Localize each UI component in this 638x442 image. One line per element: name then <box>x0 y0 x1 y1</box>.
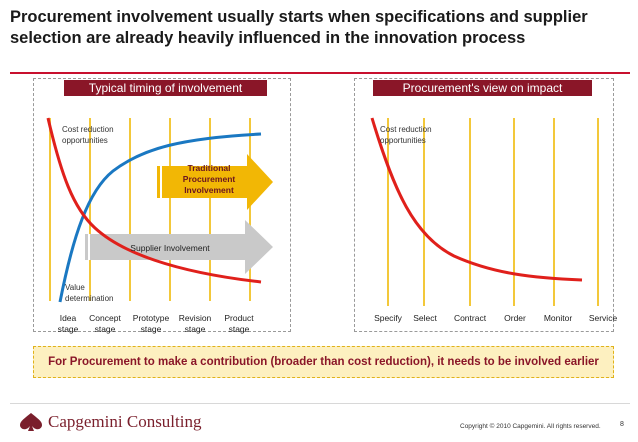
stage-select: Select <box>413 313 437 323</box>
copyright-text: Copyright © 2010 Capgemini. All rights r… <box>460 423 601 430</box>
stage-order: Order <box>504 313 526 323</box>
impact-panel <box>354 78 614 332</box>
footer-rule <box>10 403 630 404</box>
timing-panel <box>33 78 291 332</box>
logo-text: Capgemini Consulting <box>48 412 202 431</box>
stage-concept: Concept stage <box>89 313 121 334</box>
traditional-involvement-arrow <box>155 154 273 210</box>
stage-monitor: Monitor <box>543 313 573 323</box>
cost-reduction-curve <box>370 117 583 282</box>
capgemini-logo: Capgemini Consulting <box>18 410 201 434</box>
conclusion-banner: For Procurement to make a contribution (… <box>33 346 614 378</box>
stage-service: Service <box>588 313 618 323</box>
traditional-involvement-label: Traditional Procurement Involvement <box>182 163 236 195</box>
supplier-involvement-label: Supplier Involvement <box>130 243 210 253</box>
timing-chart <box>46 117 273 303</box>
stage-revision: Revision stage <box>178 313 212 334</box>
value-determination-label: Value determination <box>65 283 114 303</box>
stage-product: Product stage <box>224 313 254 334</box>
page-number: 8 <box>620 421 624 428</box>
stage-prototype: Prototype stage <box>132 313 170 334</box>
cost-reduction-label-right: Cost reduction opportunities <box>380 125 432 145</box>
value-determination-curve <box>58 132 262 303</box>
title-rule <box>10 72 630 74</box>
impact-panel-header: Procurement's view on impact <box>373 80 592 96</box>
timing-panel-header: Typical timing of involvement <box>64 80 267 96</box>
spade-icon <box>20 413 42 431</box>
stage-idea: Idea stage <box>57 313 79 334</box>
cost-reduction-label: Cost reduction opportunities <box>62 125 114 145</box>
slide-title: Procurement involvement usually starts w… <box>10 8 588 47</box>
cost-reduction-curve <box>46 117 262 284</box>
stage-contract: Contract <box>453 313 487 323</box>
impact-chart <box>370 117 599 306</box>
stage-specify: Specify <box>374 313 402 323</box>
supplier-involvement-arrow <box>83 220 273 274</box>
